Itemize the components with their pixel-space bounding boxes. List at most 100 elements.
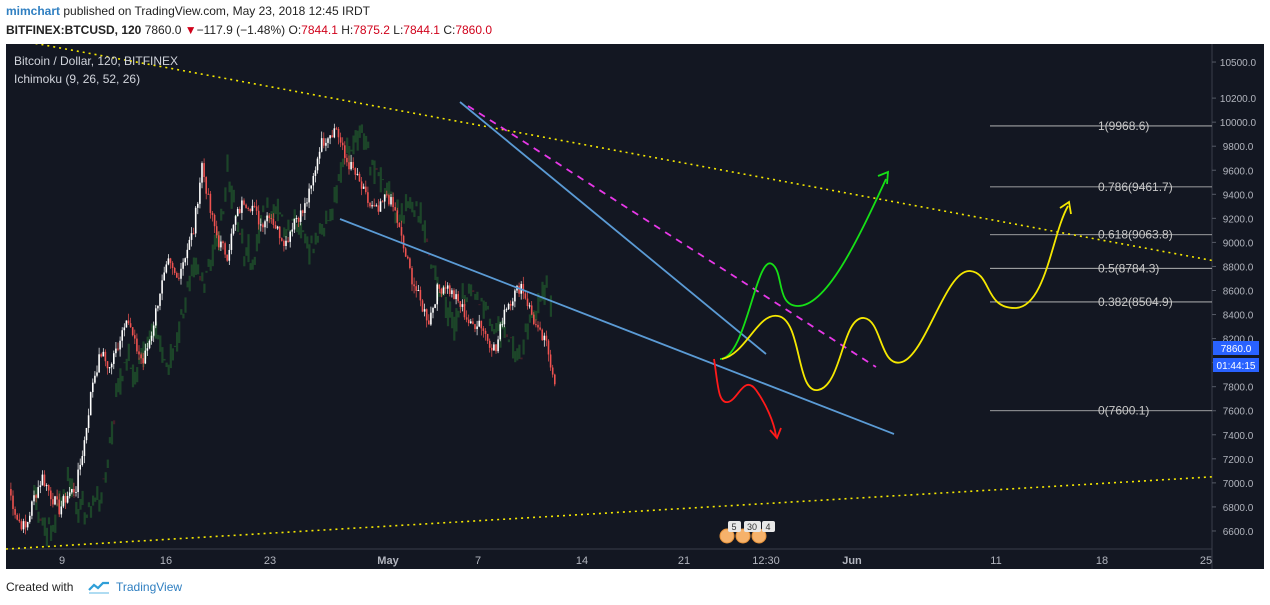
ichimoku-cloud-segment <box>249 263 252 270</box>
price-tick-label: 9200.0 <box>1223 214 1254 225</box>
candle-body <box>138 351 140 355</box>
ichimoku-cloud-segment <box>123 362 126 364</box>
ichimoku-cloud-segment <box>312 248 315 254</box>
price-tick-label: 10500.0 <box>1220 58 1257 69</box>
time-axis-background[interactable] <box>6 549 1212 569</box>
ichimoku-cloud-segment <box>247 234 250 263</box>
candle-body <box>71 489 73 493</box>
candle-body <box>100 354 102 357</box>
event-flag-icon[interactable] <box>719 528 735 544</box>
candle-body <box>209 193 212 213</box>
ichimoku-cloud-segment <box>539 296 542 302</box>
ichimoku-cloud-segment <box>167 364 170 375</box>
ichimoku-cloud-segment <box>472 290 475 293</box>
ichimoku-cloud-segment <box>341 158 345 168</box>
candle-body <box>18 519 21 522</box>
candle-body <box>194 207 197 234</box>
ichimoku-cloud-segment <box>432 265 435 268</box>
candle-body <box>325 142 327 146</box>
ichimoku-cloud-segment <box>537 293 540 314</box>
ichimoku-cloud-segment <box>302 230 305 233</box>
candle-body <box>304 203 306 213</box>
candle-body <box>62 496 65 507</box>
tradingview-logo-icon[interactable] <box>88 580 110 594</box>
ichimoku-cloud-segment <box>358 125 361 138</box>
ichimoku-cloud-segment <box>184 297 187 313</box>
ichimoku-cloud-segment <box>129 367 132 369</box>
plot-background[interactable] <box>6 44 1212 549</box>
candle-body <box>425 309 428 321</box>
candle-body <box>507 303 510 310</box>
last-price-tag: 7860.0 <box>1213 341 1259 355</box>
ichimoku-cloud-segment <box>150 323 153 339</box>
candle-body <box>375 205 378 207</box>
candle-body <box>373 205 375 207</box>
ichimoku-cloud-segment <box>524 323 527 333</box>
ichimoku-cloud-segment <box>127 343 130 362</box>
candle-body <box>218 235 220 248</box>
candle-body <box>524 293 527 299</box>
ichimoku-cloud-segment <box>207 258 210 267</box>
candle-body <box>459 301 462 307</box>
candle-body <box>136 338 138 352</box>
candle-body <box>297 217 300 222</box>
ichimoku-cloud-segment <box>104 472 107 483</box>
price-chart[interactable]: 1(9968.6) 0.786(9461.7) 0.618(9063.8) 0.5(8… <box>6 44 1264 569</box>
ichimoku-cloud-segment <box>354 130 357 143</box>
ichimoku-cloud-segment <box>365 135 368 150</box>
ichimoku-cloud-segment <box>176 332 179 352</box>
candle-body <box>213 214 216 227</box>
ichimoku-cloud-segment <box>203 283 206 293</box>
ichimoku-cloud-segment <box>543 284 546 305</box>
upper-dotted-trendline <box>34 44 1213 262</box>
ichimoku-cloud-segment <box>507 339 510 343</box>
ichimoku-cloud-segment <box>205 270 208 273</box>
candle-body <box>509 303 512 306</box>
candle-body <box>390 197 392 205</box>
economic-events[interactable]: 5 30 4 <box>719 521 775 544</box>
candle-body <box>276 226 279 229</box>
ichimoku-cloud-segment <box>411 201 414 213</box>
candle-body <box>549 354 552 368</box>
ichimoku-cloud-segment <box>253 256 256 265</box>
candle-body <box>337 128 340 138</box>
price-tick-label: 7000.0 <box>1223 479 1254 490</box>
publisher-link[interactable]: mimchart <box>6 4 61 18</box>
candle-body <box>323 138 325 146</box>
candle-body <box>388 195 390 205</box>
candle-body <box>155 308 157 326</box>
candle-body <box>255 206 258 211</box>
low-label: L: <box>393 23 404 37</box>
candle-body <box>251 205 254 212</box>
candle-body <box>35 495 37 498</box>
candle-body <box>413 284 415 287</box>
candle-body <box>230 233 233 250</box>
candle-body <box>157 305 159 309</box>
ichimoku-cloud-segment <box>117 378 120 393</box>
candle-body <box>457 294 459 302</box>
candle-body <box>329 135 331 139</box>
publish-line: mimchart published on TradingView.com, M… <box>6 4 370 18</box>
candle-body <box>474 324 476 330</box>
candle-body <box>512 301 514 306</box>
ichimoku-cloud-segment <box>165 362 168 368</box>
ichimoku-cloud-segment <box>493 329 496 335</box>
ichimoku-cloud-segment <box>274 206 277 215</box>
chart-area[interactable]: 1(9968.6) 0.786(9461.7) 0.618(9063.8) 0.5(8… <box>6 44 1264 569</box>
ichimoku-cloud-segment <box>360 124 363 133</box>
price-tick-label: 9600.0 <box>1223 166 1254 177</box>
ichimoku-cloud-segment <box>434 265 437 281</box>
candle-body <box>434 304 436 308</box>
candle-body <box>541 329 543 341</box>
ichimoku-cloud-segment <box>241 228 244 244</box>
candle-body <box>239 208 241 213</box>
ichimoku-cloud-segment <box>77 509 80 523</box>
tradingview-link[interactable]: TradingView <box>116 580 183 594</box>
candle-body <box>123 327 126 331</box>
event-flag-icon[interactable] <box>735 528 751 544</box>
price-axis-background[interactable] <box>1212 44 1264 569</box>
candle-body <box>205 177 207 194</box>
ichimoku-cloud-segment <box>266 197 269 208</box>
ichimoku-cloud-segment <box>383 188 387 199</box>
candle-body <box>129 323 132 328</box>
